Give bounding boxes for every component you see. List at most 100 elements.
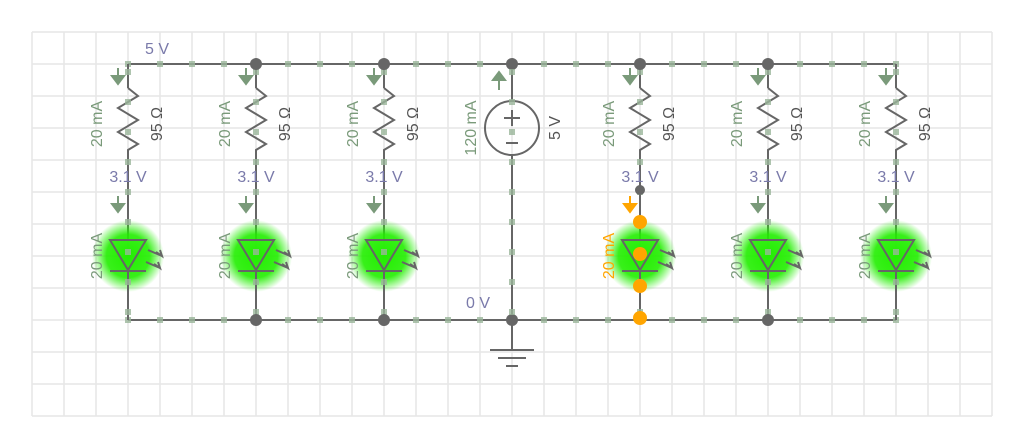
current-arrow-icon [110, 68, 126, 86]
current-dot [893, 159, 899, 165]
ground-icon [490, 349, 534, 367]
selection-handle[interactable] [633, 279, 647, 293]
resistor[interactable] [372, 87, 396, 160]
led[interactable] [748, 239, 788, 272]
current-dot [765, 129, 771, 135]
light-emission-icon [273, 249, 292, 271]
current-arrow-icon [622, 196, 638, 214]
resistor[interactable] [756, 87, 780, 160]
current-dot [701, 317, 707, 323]
led-glow [220, 220, 292, 292]
current-dot [125, 309, 131, 315]
current-dot [893, 249, 899, 255]
selection-handle[interactable] [633, 311, 647, 325]
current-arrow-icon [366, 68, 382, 86]
current-dot [509, 249, 515, 255]
current-arrow-icon [238, 196, 254, 214]
resistor-current-label: 20 mA [345, 101, 362, 148]
current-dot [573, 317, 579, 323]
node-voltage-label: 3.1 V [365, 169, 403, 186]
led-current-label: 20 mA [345, 233, 362, 280]
circuit: 20 mA 95 Ω 3.1 V 20 mA 20 mA 95 Ω 3.1 V 20 mA 20… [89, 58, 934, 367]
node [635, 185, 645, 195]
junction-node [634, 58, 646, 70]
led[interactable] [876, 239, 916, 272]
current-dot [253, 309, 259, 315]
resistor[interactable] [628, 87, 652, 160]
current-dot [445, 61, 451, 67]
resistance-label: 95 Ω [405, 107, 422, 141]
led[interactable] [236, 239, 276, 272]
current-dot [349, 61, 355, 67]
current-dot [509, 219, 515, 225]
current-dot [573, 61, 579, 67]
current-dot [733, 317, 739, 323]
current-arrow-icon [491, 70, 507, 90]
junction-node [762, 58, 774, 70]
current-dot [253, 189, 259, 195]
current-dot [285, 317, 291, 323]
current-dot [253, 219, 259, 225]
current-dot [157, 61, 163, 67]
current-dot [893, 189, 899, 195]
current-dot [669, 61, 675, 67]
current-arrow-icon [878, 196, 894, 214]
current-dot [221, 61, 227, 67]
current-dot [893, 129, 899, 135]
current-dot [445, 317, 451, 323]
current-dot [413, 61, 419, 67]
led[interactable] [108, 239, 148, 272]
selection-handle[interactable] [633, 247, 647, 261]
current-dot [125, 189, 131, 195]
current-dot [893, 219, 899, 225]
current-dot [381, 249, 387, 255]
current-dot [413, 317, 419, 323]
current-dot [381, 189, 387, 195]
resistance-label: 95 Ω [277, 107, 294, 141]
current-dot [765, 219, 771, 225]
led[interactable] [364, 239, 404, 272]
resistance-label: 95 Ω [789, 107, 806, 141]
current-dot [381, 219, 387, 225]
current-dot [765, 69, 771, 75]
current-dot [189, 61, 195, 67]
light-emission-icon [401, 249, 420, 271]
junction-node [250, 314, 262, 326]
selection-handle[interactable] [633, 215, 647, 229]
current-dot [125, 219, 131, 225]
current-dot [509, 69, 515, 75]
current-dot [221, 317, 227, 323]
node-voltage-label: 3.1 V [109, 169, 147, 186]
current-dot [381, 69, 387, 75]
current-dot [253, 279, 259, 285]
junction-node [762, 314, 774, 326]
current-dot [701, 61, 707, 67]
top-rail-voltage: 5 V [145, 41, 169, 58]
resistance-label: 95 Ω [917, 107, 934, 141]
current-dot [637, 129, 643, 135]
current-dot [381, 309, 387, 315]
current-dot [541, 61, 547, 67]
led-current-label: 20 mA [217, 233, 234, 280]
current-dot [157, 317, 163, 323]
current-dot [381, 279, 387, 285]
light-emission-icon [913, 249, 932, 271]
current-dot [893, 309, 899, 315]
resistor[interactable] [884, 87, 908, 160]
resistor-current-label: 20 mA [729, 101, 746, 148]
light-emission-icon [657, 249, 676, 271]
current-dot [509, 99, 515, 105]
current-dot [637, 99, 643, 105]
resistor[interactable] [244, 87, 268, 160]
current-dot [253, 129, 259, 135]
light-emission-icon [785, 249, 804, 271]
current-dot [317, 317, 323, 323]
current-arrow-icon [622, 68, 638, 86]
led[interactable] [620, 239, 660, 272]
junction-node [250, 58, 262, 70]
current-dot [605, 317, 611, 323]
resistor[interactable] [116, 87, 140, 160]
led-current-label: 20 mA [729, 233, 746, 280]
current-dot [125, 69, 131, 75]
